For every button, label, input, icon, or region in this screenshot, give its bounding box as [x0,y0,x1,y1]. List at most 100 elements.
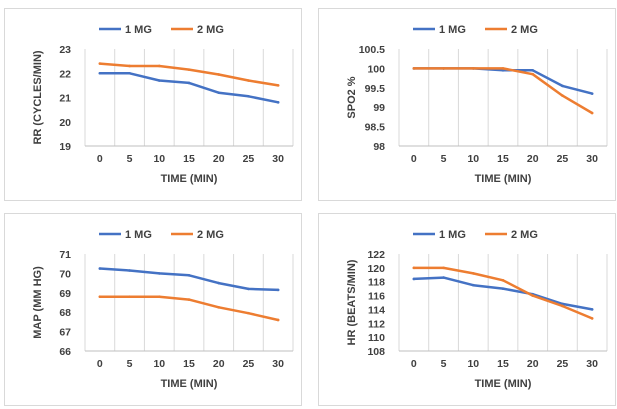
chart-panel-hr: 108 110 112 114 116 118 120 122 0 5 10 15 20 25 30 TIME… [318,213,616,406]
legend-label: 1 MG [125,229,152,241]
data-point [247,287,250,291]
data-point [501,287,505,290]
data-point [217,73,221,76]
data-point [98,62,102,65]
series-line [412,67,594,115]
legend-label: 1 MG [439,229,466,241]
y-tick-label: 98 [373,141,385,153]
data-point [276,101,280,104]
data-point [157,295,161,298]
data-point [157,79,161,82]
x-tick-label: 5 [127,358,133,370]
x-tick-label: 0 [411,153,417,165]
y-tick-label: 21 [59,93,71,105]
chart-panel-spo2: 98 98.5 99 99.5 100 100.5 0 5 10 15 20 25 30 TIME (MI… [318,8,616,201]
x-tick-label: 30 [272,358,284,370]
x-tick-label: 25 [557,358,569,370]
x-tick-label: 10 [467,153,479,165]
data-point [276,84,280,87]
x-tick-label: 15 [183,358,195,370]
y-tick-label: 19 [59,141,71,153]
chart-rr: 19 20 21 22 23 0 5 10 15 20 25 30 TIME (MIN) RR (CYCL… [32,24,294,185]
chart-spo2: 98 98.5 99 99.5 100 100.5 0 5 10 15 20 25 30 TIME (MI… [346,24,608,185]
x-tick-label: 5 [127,153,133,165]
data-point [217,306,221,309]
data-point [590,111,594,115]
data-point [531,294,535,297]
y-tick-label: 118 [368,277,385,289]
data-point [561,94,564,97]
x-tick-label: 5 [441,153,447,165]
data-point [590,317,594,320]
data-point [276,288,280,292]
data-point [561,84,564,88]
x-tick-label: 10 [153,153,165,165]
data-point [247,311,250,315]
x-axis-title: TIME (MIN) [475,173,532,185]
data-point [98,267,102,270]
y-tick-label: 110 [368,332,385,344]
data-point [442,67,445,70]
y-tick-label: 99 [373,102,385,114]
legend-label: 2 MG [197,229,224,241]
y-axis-title: SPO2 % [346,76,358,118]
x-tick-label: 30 [586,153,598,165]
data-point [157,64,161,68]
data-point [412,266,416,270]
data-point [217,91,221,94]
legend-label: 2 MG [197,24,224,36]
y-tick-label: 71 [59,249,71,261]
series-line [412,67,594,95]
y-tick-label: 20 [59,117,71,129]
data-point [128,71,131,75]
x-tick-label: 10 [467,358,479,370]
data-point [187,298,191,301]
data-point [247,94,250,98]
series-line [98,267,280,292]
y-tick-label: 23 [59,44,71,56]
y-tick-label: 99.5 [365,83,386,95]
x-tick-label: 0 [97,358,103,370]
x-tick-label: 15 [183,153,195,165]
x-tick-label: 30 [272,153,284,165]
legend-label: 2 MG [511,229,538,241]
legend-label: 1 MG [125,24,152,36]
x-tick-label: 20 [213,153,225,165]
data-point [471,67,475,70]
chart-map: 66 67 68 69 70 71 0 5 10 15 20 25 30 TIME (MIN) MAP (M… [32,229,294,390]
data-point [187,68,191,71]
x-tick-label: 15 [497,153,509,165]
x-tick-label: 30 [586,358,598,370]
y-tick-label: 112 [368,318,385,330]
y-tick-label: 114 [368,304,385,316]
series-line [412,266,594,320]
y-axis-title: RR (CYCLES/MIN) [32,50,44,144]
series-line [98,72,280,104]
y-tick-label: 67 [59,327,71,339]
y-tick-label: 66 [59,346,71,358]
y-tick-label: 22 [59,68,71,80]
x-tick-label: 25 [243,153,255,165]
x-tick-label: 0 [411,358,417,370]
x-axis-title: TIME (MIN) [161,173,218,185]
data-point [128,269,131,272]
x-axis-title: TIME (MIN) [161,378,218,390]
data-point [187,274,191,277]
data-point [98,71,102,75]
series-line [412,276,594,311]
x-tick-label: 20 [213,358,225,370]
y-tick-label: 100.5 [359,44,385,56]
x-tick-label: 5 [441,358,447,370]
y-tick-label: 69 [59,288,71,300]
y-tick-label: 100 [367,63,385,75]
data-point [501,279,505,282]
x-axis-title: TIME (MIN) [475,378,532,390]
y-tick-label: 116 [368,291,385,303]
data-point [442,266,445,270]
data-point [412,67,416,70]
y-tick-label: 120 [367,263,385,275]
chart-panel-rr: 19 20 21 22 23 0 5 10 15 20 25 30 TIME (MIN) RR (CYCL… [4,8,302,201]
data-point [128,64,131,68]
data-point [98,295,102,298]
